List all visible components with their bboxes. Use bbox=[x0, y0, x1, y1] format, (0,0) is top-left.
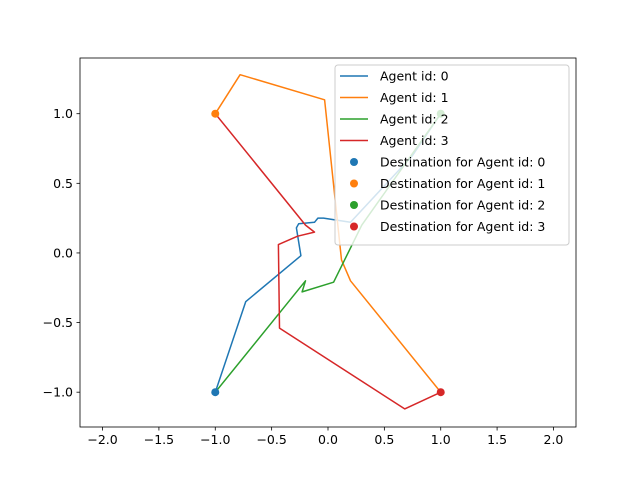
x-tick-label: 1.0 bbox=[431, 432, 451, 447]
destination-point-agent-0 bbox=[211, 388, 220, 397]
series-line-agent-3 bbox=[214, 112, 442, 410]
legend-label: Agent id: 2 bbox=[380, 112, 449, 127]
destination-point-agent-3 bbox=[436, 388, 445, 397]
legend-label: Agent id: 1 bbox=[380, 90, 449, 105]
legend-marker-swatch bbox=[350, 179, 358, 188]
legend-label: Agent id: 0 bbox=[380, 69, 449, 84]
destination-point-agent-1 bbox=[211, 109, 220, 118]
series-line-agent-1 bbox=[214, 73, 442, 394]
legend-marker-swatch bbox=[350, 201, 358, 209]
legend-label: Destination for Agent id: 2 bbox=[380, 198, 545, 213]
y-tick-label: −0.5 bbox=[43, 315, 73, 330]
x-axis: −2.0 −1.5 −1.0 −0.5 0.0 0.5 1.0 1.5 2.0 bbox=[87, 427, 563, 447]
y-tick-label: 1.0 bbox=[53, 106, 73, 121]
y-tick-label: 0.5 bbox=[53, 176, 73, 191]
x-tick-label: 1.5 bbox=[487, 432, 507, 447]
legend-marker-swatch bbox=[350, 222, 358, 231]
legend-label: Destination for Agent id: 1 bbox=[380, 176, 545, 191]
legend-marker-swatch bbox=[350, 158, 358, 166]
legend-box bbox=[334, 64, 570, 246]
legend: Agent id: 0 Agent id: 1 Agent id: 2 Agent i… bbox=[334, 64, 570, 246]
x-tick-label: 0.5 bbox=[374, 432, 394, 447]
x-tick-label: 0.0 bbox=[318, 432, 338, 447]
x-tick-label: −0.5 bbox=[256, 432, 286, 447]
y-axis: −1.0 −0.5 0.0 0.5 1.0 bbox=[43, 106, 80, 400]
x-tick-label: 2.0 bbox=[544, 432, 564, 447]
legend-label: Destination for Agent id: 0 bbox=[380, 155, 545, 170]
y-tick-label: −1.0 bbox=[43, 385, 73, 400]
y-tick-label: 0.0 bbox=[53, 245, 73, 260]
legend-label: Agent id: 3 bbox=[380, 133, 449, 148]
legend-label: Destination for Agent id: 3 bbox=[380, 219, 545, 234]
x-tick-label: −1.0 bbox=[200, 432, 230, 447]
x-tick-label: −2.0 bbox=[87, 432, 117, 447]
x-tick-label: −1.5 bbox=[144, 432, 174, 447]
